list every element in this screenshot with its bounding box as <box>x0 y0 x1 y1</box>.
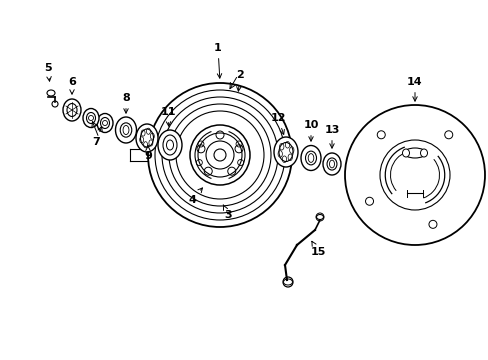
Text: 8: 8 <box>122 93 130 113</box>
Text: 11: 11 <box>160 107 175 126</box>
Text: 13: 13 <box>324 125 339 148</box>
Text: 9: 9 <box>144 145 152 161</box>
Text: 12: 12 <box>270 113 285 134</box>
Ellipse shape <box>47 90 55 96</box>
Ellipse shape <box>403 148 425 158</box>
Text: 15: 15 <box>310 241 325 257</box>
Ellipse shape <box>323 153 340 175</box>
Text: 7: 7 <box>92 127 102 147</box>
Text: 1: 1 <box>214 43 222 78</box>
Ellipse shape <box>420 149 427 157</box>
Ellipse shape <box>301 145 320 171</box>
Text: 6: 6 <box>68 77 76 94</box>
Ellipse shape <box>402 149 408 157</box>
Ellipse shape <box>158 130 182 160</box>
Ellipse shape <box>136 124 158 152</box>
Text: 14: 14 <box>407 77 422 101</box>
Ellipse shape <box>316 215 323 220</box>
Ellipse shape <box>97 113 113 132</box>
Ellipse shape <box>63 99 81 121</box>
Text: 10: 10 <box>303 120 318 141</box>
Ellipse shape <box>115 117 136 143</box>
Text: 5: 5 <box>44 63 52 81</box>
Text: 4: 4 <box>188 188 202 205</box>
Text: 3: 3 <box>223 205 231 220</box>
Ellipse shape <box>283 279 292 285</box>
Ellipse shape <box>273 137 297 167</box>
Text: 2: 2 <box>236 70 244 91</box>
Ellipse shape <box>83 108 99 127</box>
